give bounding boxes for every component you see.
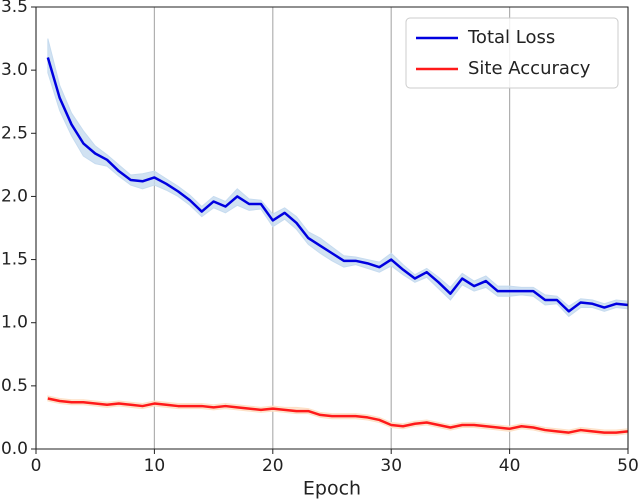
y-tick-label: 2.5 — [1, 123, 28, 143]
y-tick-label: 3.0 — [1, 60, 28, 80]
x-axis-label: Epoch — [303, 478, 361, 500]
legend-label: Site Accuracy — [468, 58, 591, 79]
y-tick-label: 1.0 — [1, 313, 28, 333]
x-tick-label: 10 — [144, 456, 166, 476]
x-tick-label: 30 — [380, 456, 402, 476]
x-tick-label: 40 — [499, 456, 521, 476]
line — [47, 397, 629, 434]
y-tick-label: 3.5 — [1, 0, 28, 17]
legend-label: Total Loss — [467, 27, 555, 48]
x-tick-label: 0 — [31, 456, 42, 476]
y-tick-label: 0.0 — [1, 439, 28, 459]
x-tick-label: 50 — [617, 456, 639, 476]
line — [46, 57, 629, 313]
y-tick-label: 0.5 — [1, 376, 28, 396]
legend-box — [405, 17, 619, 89]
y-tick-label: 2.0 — [1, 186, 28, 206]
y-tick-label: 1.5 — [1, 250, 28, 270]
x-tick-label: 20 — [262, 456, 284, 476]
plot-frame — [35, 6, 629, 450]
